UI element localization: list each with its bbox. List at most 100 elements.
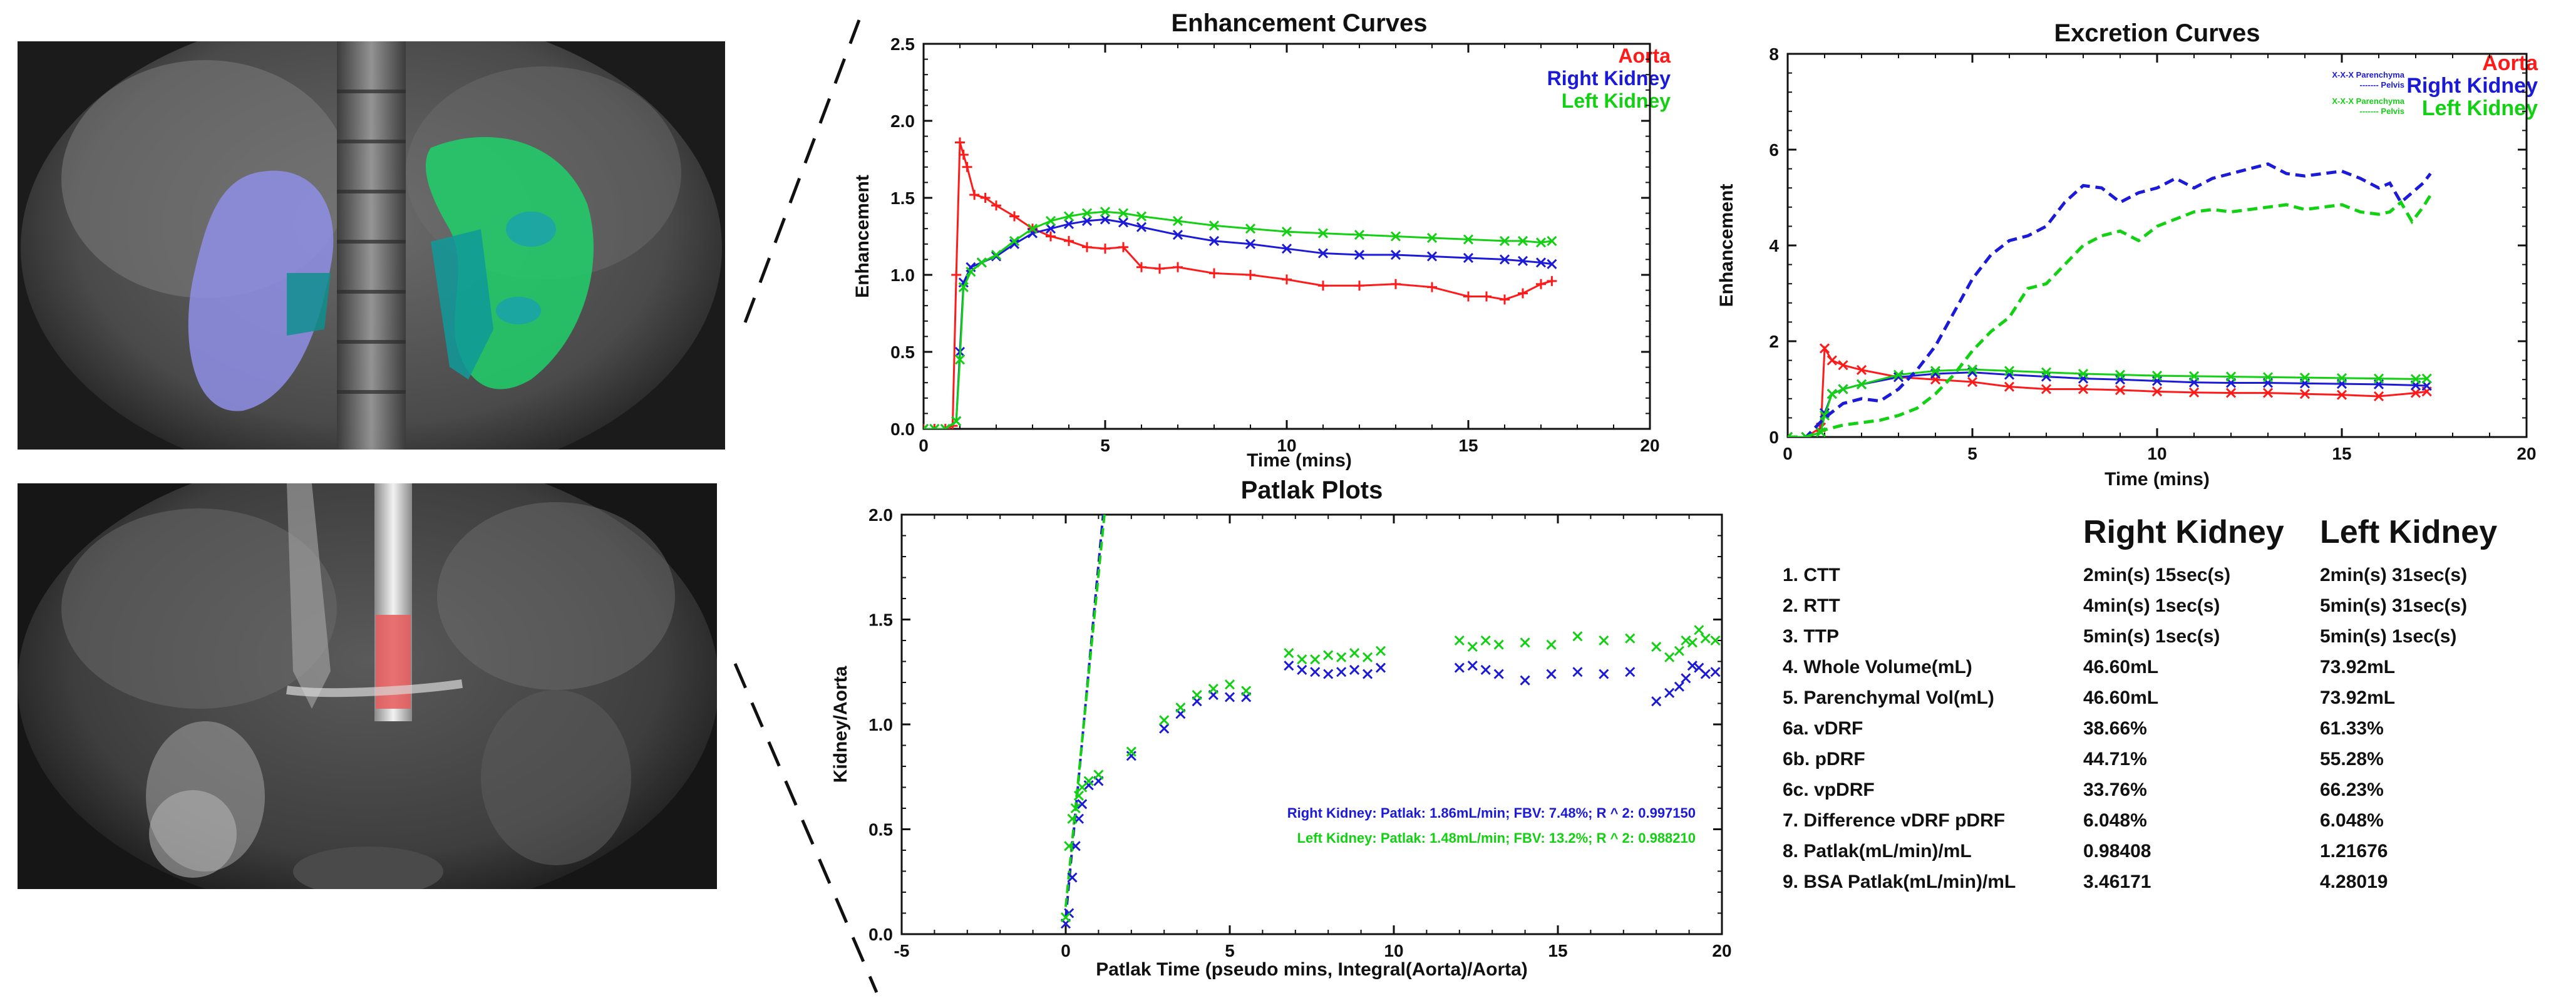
legend-small-pelvis-right: ------- Pelvis bbox=[2360, 80, 2405, 90]
excretion-chart: Excretion Curves Time (mins) Enhancement… bbox=[1716, 19, 2538, 490]
series-left-kidney-point bbox=[1517, 235, 1528, 246]
table-cell-left-kidney: 73.92mL bbox=[2320, 687, 2396, 708]
y-tick-label: 0.5 bbox=[890, 342, 915, 362]
series-left-kidney-parenchyma-point bbox=[2078, 368, 2089, 379]
series-left-kidney-point bbox=[1354, 229, 1365, 240]
series-left-kidney-point bbox=[924, 423, 929, 429]
series-right-kidney-point bbox=[1118, 217, 1129, 228]
series-aorta-point bbox=[2410, 388, 2421, 398]
series-aorta-point bbox=[2078, 384, 2089, 394]
table-cell-right-kidney: 44.71% bbox=[2083, 748, 2147, 769]
series-left-kidney-point bbox=[1547, 235, 1557, 246]
series-right-kidney-point bbox=[1572, 667, 1583, 677]
series-left-kidney-parenchyma-point bbox=[1930, 366, 1941, 376]
series-right-kidney-point bbox=[1045, 224, 1056, 234]
series-right-kidney-point bbox=[1687, 661, 1698, 671]
series-left-kidney-parenchyma-point bbox=[2041, 367, 2052, 378]
series-left-kidney-point bbox=[1081, 208, 1093, 219]
legend-aorta: Aorta bbox=[2482, 51, 2538, 75]
series-aorta-point bbox=[962, 162, 972, 172]
series-left-kidney-pelvis-line bbox=[1788, 194, 2432, 437]
table-cell-left-kidney: 66.23% bbox=[2320, 779, 2384, 800]
x-tick-label: 15 bbox=[1458, 436, 1478, 455]
table-cell-right-kidney: 2min(s) 15sec(s) bbox=[2083, 564, 2231, 585]
table-cell-metric: 3. TTP bbox=[1783, 625, 1840, 647]
x-tick-label: 5 bbox=[1225, 941, 1235, 960]
series-left-kidney-point bbox=[1060, 912, 1071, 923]
series-aorta-point bbox=[2041, 384, 2052, 394]
table-cell-metric: 6c. vpDRF bbox=[1783, 779, 1875, 800]
enhancement-chart-panel: Enhancement Curves Time (mins) Enhanceme… bbox=[814, 0, 1728, 476]
series-right-kidney-point bbox=[1100, 214, 1111, 225]
table-cell-right-kidney: 0.98408 bbox=[2083, 840, 2151, 862]
legend-right-kidney: Right Kidney bbox=[2406, 74, 2538, 98]
series-left-kidney-point bbox=[1317, 228, 1329, 239]
table-header-left-kidney: Left Kidney bbox=[2320, 514, 2498, 550]
series-right-kidney-point bbox=[1520, 675, 1530, 686]
series-right-kidney-point bbox=[1297, 664, 1307, 675]
series-right-kidney-point bbox=[1710, 667, 1721, 677]
table-header-metric bbox=[1780, 513, 2083, 560]
plot-frame bbox=[922, 43, 1651, 430]
series-left-kidney-point bbox=[1126, 746, 1136, 757]
table-row: 6c. vpDRF 33.76% 66.23% bbox=[1780, 774, 2558, 805]
series-left-kidney-point bbox=[1093, 769, 1104, 780]
series-aorta-point bbox=[1391, 279, 1401, 289]
table-header-row: Right Kidney Left Kidney bbox=[1780, 513, 2558, 560]
connector-line-top bbox=[743, 19, 861, 323]
connector-line-bottom bbox=[733, 663, 878, 993]
series-right-kidney-point bbox=[1009, 239, 1020, 249]
series-right-kidney-point bbox=[1063, 219, 1074, 229]
series-right-kidney-point bbox=[1354, 249, 1365, 260]
chart-title: Patlak Plots bbox=[1241, 476, 1383, 504]
legend-aorta: Aorta bbox=[1618, 44, 1671, 67]
mri-coronal-aorta-image bbox=[18, 483, 717, 889]
x-tick-label: 10 bbox=[1384, 941, 1403, 960]
series-left-kidney-point bbox=[1063, 211, 1074, 222]
series-right-kidney-point bbox=[1159, 723, 1170, 734]
series-left-kidney-parenchyma-point bbox=[2336, 373, 2347, 383]
series-right-kidney-point bbox=[1310, 667, 1321, 677]
chart-title: Enhancement Curves bbox=[1171, 9, 1427, 37]
series-left-kidney-point bbox=[1310, 654, 1321, 665]
x-axis-label: Time (mins) bbox=[2105, 469, 2210, 490]
table-body: 1. CTT 2min(s) 15sec(s) 2min(s) 31sec(s) 2.… bbox=[1780, 560, 2558, 897]
series-aorta-point bbox=[1427, 282, 1437, 292]
mri-coronal-kidneys-image bbox=[18, 41, 725, 450]
series-left-kidney-point bbox=[1245, 224, 1256, 234]
series-left-kidney-parenchyma-point bbox=[2225, 371, 2237, 382]
series-left-kidney-point bbox=[976, 257, 987, 268]
table-cell-metric: 4. Whole Volume(mL) bbox=[1783, 656, 1972, 677]
series-left-kidney-parenchyma-point bbox=[2004, 366, 2015, 376]
series-aorta-point bbox=[1826, 355, 1837, 366]
x-tick-label: 0 bbox=[1783, 444, 1793, 463]
series-left-kidney-parenchyma-point bbox=[2115, 369, 2126, 380]
series-left-kidney-parenchyma-point bbox=[1856, 379, 1867, 389]
table-cell-metric: 6a. vDRF bbox=[1783, 718, 1863, 739]
series-left-kidney-point bbox=[1064, 841, 1074, 851]
series-aorta-point bbox=[2225, 388, 2237, 398]
y-axis-label: Kidney/Aorta bbox=[830, 666, 851, 783]
x-tick-label: 20 bbox=[1640, 436, 1659, 455]
table-cell-metric: 1. CTT bbox=[1783, 564, 1840, 585]
y-tick-label: 0.0 bbox=[890, 419, 915, 439]
fit-line bbox=[1064, 515, 1105, 919]
table-cell-right-kidney: 46.60mL bbox=[2083, 656, 2159, 677]
y-axis-label: Enhancement bbox=[852, 175, 873, 298]
table-cell-left-kidney: 55.28% bbox=[2320, 748, 2384, 769]
series-left-kidney-point bbox=[1467, 641, 1478, 652]
series-left-kidney-point bbox=[1664, 652, 1675, 662]
table-cell-left-kidney: 5min(s) 31sec(s) bbox=[2320, 595, 2468, 616]
series-aorta-point bbox=[1856, 364, 1867, 375]
series-left-kidney-point bbox=[1241, 686, 1252, 696]
series-right-kidney-parenchyma-point bbox=[2421, 381, 2432, 391]
series-right-kidney-point bbox=[1681, 673, 1691, 684]
fit-line bbox=[1064, 515, 1106, 907]
series-right-kidney-point bbox=[1463, 252, 1474, 264]
series-aorta-point bbox=[1118, 242, 1128, 252]
table-header-right-kidney: Right Kidney bbox=[2083, 514, 2284, 550]
series-aorta-point bbox=[1136, 262, 1146, 272]
series-left-kidney-parenchyma-point bbox=[1826, 389, 1837, 399]
series-aorta-point bbox=[1463, 291, 1473, 302]
x-tick-label: 20 bbox=[2517, 444, 2536, 463]
